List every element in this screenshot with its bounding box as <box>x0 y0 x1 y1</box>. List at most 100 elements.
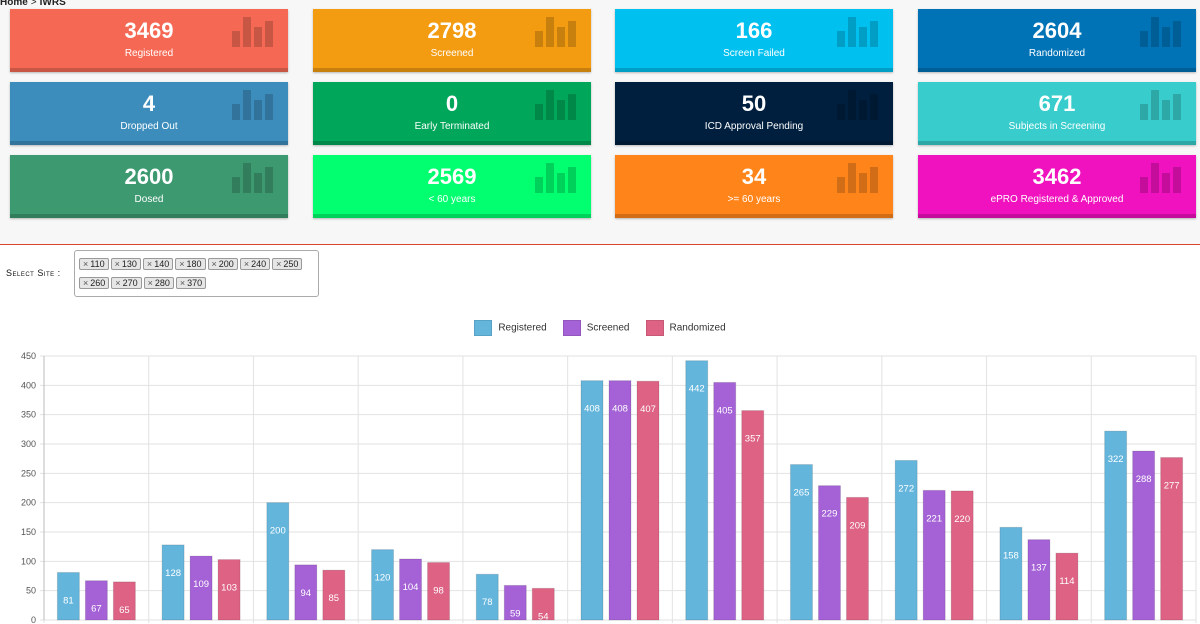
stat-card[interactable]: 2600 Dosed <box>10 155 288 218</box>
site-tag[interactable]: × 260 <box>79 277 110 289</box>
breadcrumb-separator: > <box>30 0 37 8</box>
site-multiselect[interactable]: × 110 × 130 × 140 × 180 × 200 × 240 × 250× 260 × 270 × 280… <box>74 250 319 297</box>
site-tag[interactable]: × 270 <box>111 277 142 289</box>
bar <box>789 464 813 621</box>
site-tag[interactable]: × 130 <box>110 258 141 270</box>
bar-chart-icon <box>535 159 577 193</box>
site-tag-label: 240 <box>251 259 267 269</box>
bar <box>531 587 555 621</box>
legend-item[interactable]: Registered <box>474 320 547 337</box>
bar <box>713 381 737 621</box>
breadcrumb-current: IWRS <box>39 0 66 8</box>
site-tag-label: 130 <box>121 259 137 269</box>
bar <box>741 410 765 621</box>
data-label: 81 <box>63 595 74 606</box>
bar <box>1055 552 1079 621</box>
stat-label: Dropped Out <box>120 121 178 132</box>
bar <box>1104 430 1128 621</box>
stat-label: >= 60 years <box>727 194 781 205</box>
close-icon[interactable]: × <box>114 259 120 269</box>
stat-card[interactable]: 3462 ePRO Registered & Approved <box>918 155 1196 218</box>
legend-item[interactable]: Randomized <box>645 320 726 337</box>
stat-value: 34 <box>741 164 767 189</box>
close-icon[interactable]: × <box>276 259 282 269</box>
stat-card[interactable]: 3469 Registered <box>10 9 288 72</box>
bar <box>580 380 604 621</box>
site-tag[interactable]: × 370 <box>175 277 207 289</box>
stat-card[interactable]: 50 ICD Approval Pending <box>615 82 893 145</box>
site-tag[interactable]: × 110 <box>79 258 109 270</box>
stat-card[interactable]: 671 Subjects in Screening <box>918 82 1196 145</box>
stat-card[interactable]: 0 Early Terminated <box>313 82 591 145</box>
site-tag[interactable]: × 180 <box>175 258 206 270</box>
site-tag-label: 250 <box>283 259 299 269</box>
stat-card[interactable]: 2798 Screened <box>313 9 591 72</box>
stat-card[interactable]: 4 Dropped Out <box>10 82 288 145</box>
data-label: 158 <box>1003 550 1019 561</box>
legend-item[interactable]: Screened <box>562 320 630 337</box>
legend-label: Registered <box>498 322 547 334</box>
close-icon[interactable]: × <box>115 278 121 288</box>
close-icon[interactable]: × <box>147 278 153 288</box>
data-label: 137 <box>1031 563 1047 574</box>
bar <box>112 581 136 621</box>
bar-chart-icon <box>837 86 879 120</box>
site-tag[interactable]: × 200 <box>207 258 238 270</box>
stat-card[interactable]: 166 Screen Failed <box>615 9 893 72</box>
bar <box>217 559 241 621</box>
data-label: 288 <box>1136 474 1152 485</box>
breadcrumb: Home > IWRS <box>0 0 66 9</box>
site-tag[interactable]: × 250 <box>272 258 303 270</box>
stat-value: 4 <box>142 91 156 116</box>
breadcrumb-home[interactable]: Home <box>0 0 28 8</box>
y-tick-label: 150 <box>21 527 36 537</box>
stat-label: ICD Approval Pending <box>704 121 804 132</box>
close-icon[interactable]: × <box>83 278 89 288</box>
site-tag-label: 200 <box>218 259 234 269</box>
site-bar-chart: 0 50 100 150 200 250 300 350 400 450 81 128 200 120 78… <box>21 351 1197 624</box>
bar <box>1132 450 1156 621</box>
stat-value: 50 <box>741 91 767 116</box>
bar <box>84 580 108 621</box>
legend-swatch <box>474 320 493 336</box>
bar-chart-icon <box>535 86 577 120</box>
bar <box>399 558 423 621</box>
data-label: 229 <box>822 509 838 520</box>
site-tag[interactable]: × 280 <box>143 277 174 289</box>
site-tag-label: 180 <box>186 259 202 269</box>
close-icon[interactable]: × <box>243 259 250 269</box>
site-tag[interactable]: × 140 <box>142 258 174 270</box>
stat-value: 3469 <box>124 18 174 43</box>
stat-card[interactable]: 2569 < 60 years <box>313 155 591 218</box>
legend-label: Randomized <box>669 322 726 334</box>
site-tag-label: 110 <box>90 259 105 269</box>
stat-card[interactable]: 34 >= 60 years <box>615 155 893 218</box>
stat-value: 0 <box>445 91 459 116</box>
stat-label: Subjects in Screening <box>1008 121 1106 132</box>
data-label: 59 <box>510 608 521 619</box>
close-icon[interactable]: × <box>146 259 153 269</box>
close-icon[interactable]: × <box>179 278 186 288</box>
data-label: 265 <box>794 488 810 499</box>
bar <box>845 496 869 621</box>
data-label: 405 <box>717 405 733 416</box>
close-icon[interactable]: × <box>211 259 217 269</box>
close-icon[interactable]: × <box>179 259 185 269</box>
section-divider <box>0 244 1200 245</box>
bar-chart-icon <box>1140 13 1182 47</box>
legend-swatch <box>645 320 664 336</box>
site-tag[interactable]: × 240 <box>239 258 271 270</box>
stat-label: < 60 years <box>428 194 476 205</box>
y-tick-label: 100 <box>21 556 36 566</box>
site-tag-label: 370 <box>187 278 203 288</box>
stat-card[interactable]: 2604 Randomized <box>918 9 1196 72</box>
bar <box>189 555 213 621</box>
bar <box>56 571 80 621</box>
y-tick-label: 50 <box>26 586 36 596</box>
data-label: 220 <box>954 514 970 525</box>
data-label: 109 <box>193 579 209 590</box>
close-icon[interactable]: × <box>83 259 89 269</box>
bar <box>817 485 841 621</box>
y-tick-label: 300 <box>21 439 36 449</box>
data-label: 408 <box>612 404 628 415</box>
